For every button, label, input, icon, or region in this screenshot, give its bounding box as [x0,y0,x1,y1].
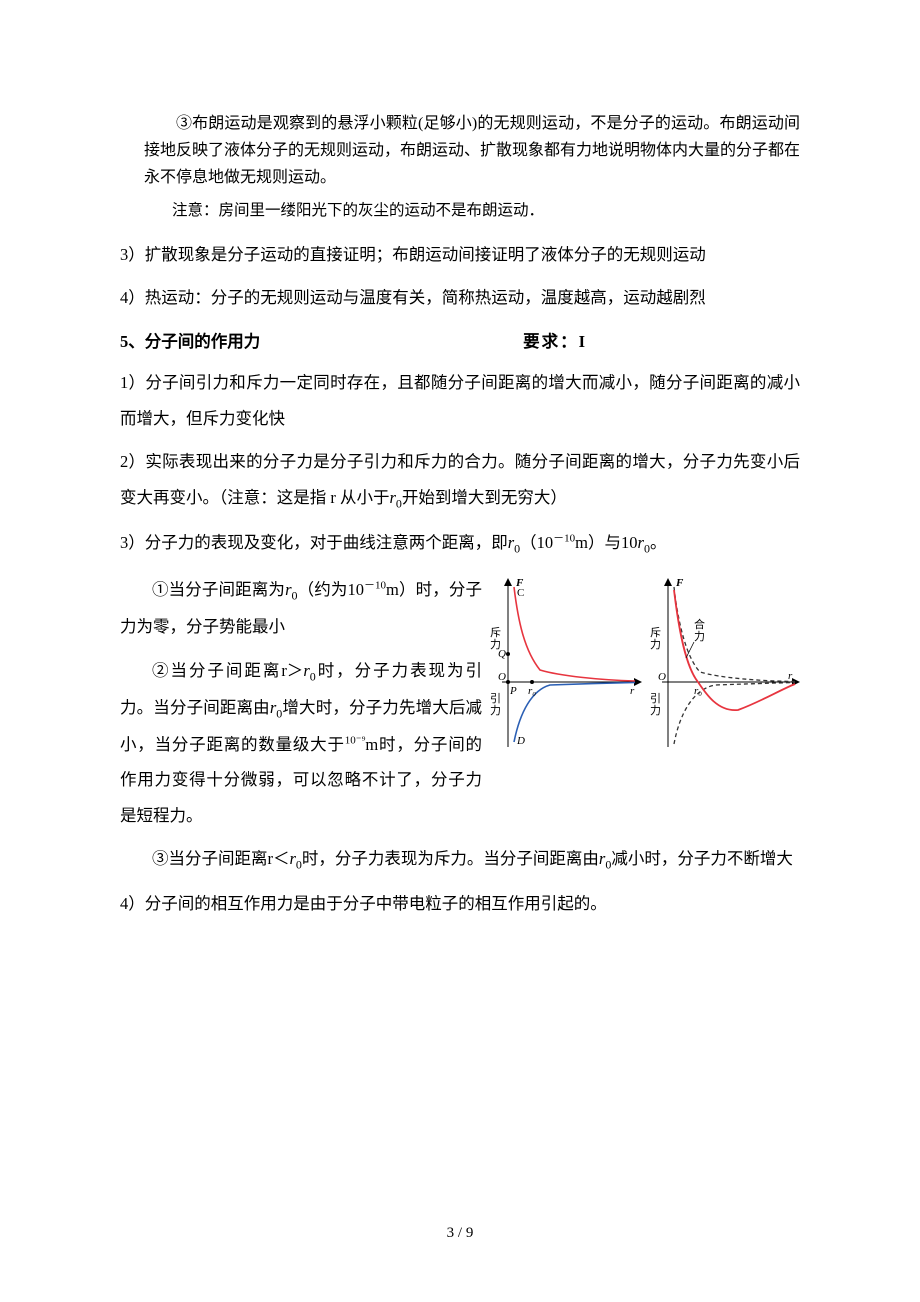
t2: （约为10 [297,580,364,599]
right-y-arrow [664,578,672,586]
label-Q: Q [498,648,506,660]
label-F-right: F [675,577,684,589]
sup9: 10⁻⁹ [345,734,366,746]
label-yin-left: 引力 [490,691,501,717]
figure-column: F C 斥力 引力 Q O P r₀ r D [490,572,800,757]
paragraph-brown: ③布朗运动是观察到的悬浮小颗粒(足够小)的无规则运动，不是分子的运动。布朗运动间… [120,110,800,192]
label-D: D [516,735,525,747]
text: 3）扩散现象是分子运动的直接证明；布朗运动间接证明了液体分子的无规则运动 [120,245,706,264]
note-dust: 注意：房间里一缕阳光下的灰尘的运动不是布朗运动． [120,196,800,225]
t: ②当分子间距离r＞ [152,661,303,680]
label-C: C [517,587,524,599]
circ-3: ③当分子间距离r＜r0时，分子力表现为斥力。当分子间距离由r0减小时，分子力不断… [120,841,800,878]
content-figure-row: ①当分子间距离为r0（约为10－10m）时，分子力为零，分子势能最小 ②当分子间… [120,572,800,841]
page: ③布朗运动是观察到的悬浮小颗粒(足够小)的无规则运动，不是分子的运动。布朗运动间… [0,0,920,1302]
text: 4）分子间的相互作用力是由于分子中带电粒子的相互作用引起的。 [120,894,607,913]
label-O-right: O [658,671,666,683]
paragraph-5-4: 4）分子间的相互作用力是由于分子中带电粒子的相互作用引起的。 [120,886,800,921]
left-repulsion-curve [514,587,635,681]
paragraph-3: 3）扩散现象是分子运动的直接证明；布朗运动间接证明了液体分子的无规则运动 [120,237,800,272]
page-number: 3 / 9 [0,1225,920,1242]
paragraph-4: 4）热运动：分子的无规则运动与温度有关，简称热运动，温度越高，运动越剧烈 [120,280,800,315]
label-yin-right: 引力 [650,691,661,717]
circ-1: ①当分子间距离为r0（约为10－10m）时，分子力为零，分子势能最小 [120,572,482,645]
text-c: m）与10 [575,533,637,552]
text: ③布朗运动是观察到的悬浮小颗粒(足够小)的无规则运动，不是分子的运动。布朗运动间… [144,110,800,192]
label-r-right: r [788,670,793,682]
text: 注意：房间里一缕阳光下的灰尘的运动不是布朗运动． [172,202,544,219]
left-x-arrow [634,678,642,686]
circ-2: ②当分子间距离r＞r0时，分子力表现为引力。当分子间距离由r0增大时，分子力先增… [120,653,482,834]
label-r0-left: r₀ [528,685,536,697]
right-repulsion-dash [674,587,795,682]
point-r0-left [530,680,534,684]
label-he: 合力 [694,617,705,643]
paragraph-5-3: 3）分子力的表现及变化，对于曲线注意两个距离，即r0（10－10m）与10r0。 [120,525,800,562]
t: ③当分子间距离r＜ [152,849,290,868]
label-chi-right: 斥力 [650,626,661,651]
section-5-heading: 5、分子间的作用力 要求：I [120,324,800,359]
text: 1）分子间引力和斥力一定同时存在，且都随分子间距离的增大而减小，随分子间距离的减… [120,373,800,427]
label-r-left: r [630,685,635,697]
text-a: 3）分子力的表现及变化，对于曲线注意两个距离，即 [120,533,508,552]
label-P: P [509,685,517,697]
paragraph-5-1: 1）分子间引力和斥力一定同时存在，且都随分子间距离的增大而减小，随分子间距离的减… [120,365,800,436]
heading-left: 5、分子间的作用力 [120,324,260,359]
text-b: （10 [520,533,553,552]
text-column: ①当分子间距离为r0（约为10－10m）时，分子力为零，分子势能最小 ②当分子间… [120,572,490,841]
heading-right: 要求：I [260,324,800,359]
point-Q [506,652,510,656]
point-O-left [506,680,510,684]
paragraph-5-2: 2）实际表现出来的分子力是分子引力和斥力的合力。随分子间距离的增大，分子力先变小… [120,444,800,517]
label-r0-right: r₀ [694,685,702,697]
right-net-curve [674,590,795,710]
t2: 时，分子力表现为斥力。当分子间距离由 [302,849,599,868]
text: 4）热运动：分子的无规则运动与温度有关，简称热运动，温度越高，运动越剧烈 [120,288,706,307]
label-O-left: O [498,671,506,683]
molecular-force-diagram: F C 斥力 引力 Q O P r₀ r D [490,572,800,752]
text-b: 开始到增大到无穷大） [402,488,567,507]
t3: 减小时，分子力不断增大 [611,849,793,868]
t: ①当分子间距离为 [152,580,285,599]
left-y-arrow [504,578,512,586]
